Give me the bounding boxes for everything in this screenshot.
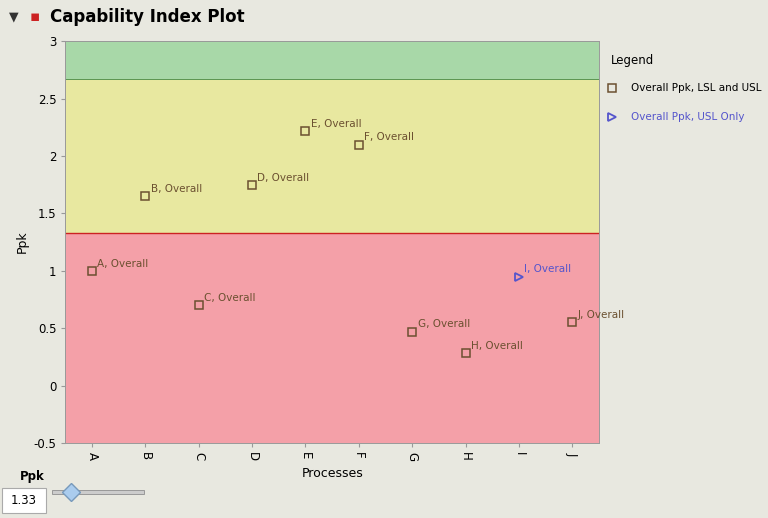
Bar — [65, 79, 599, 233]
Y-axis label: Ppk: Ppk — [16, 231, 29, 253]
Text: F, Overall: F, Overall — [364, 133, 414, 142]
Text: E, Overall: E, Overall — [311, 119, 362, 128]
Text: I, Overall: I, Overall — [525, 264, 571, 275]
Text: D, Overall: D, Overall — [257, 172, 310, 182]
X-axis label: Processes: Processes — [301, 467, 363, 480]
Text: C, Overall: C, Overall — [204, 293, 256, 303]
Text: Overall Ppk, USL Only: Overall Ppk, USL Only — [631, 112, 745, 122]
Bar — [65, 41, 599, 79]
Text: J, Overall: J, Overall — [578, 310, 625, 320]
FancyBboxPatch shape — [52, 490, 144, 494]
Text: A, Overall: A, Overall — [98, 258, 148, 268]
Text: ▼: ▼ — [9, 10, 19, 23]
Text: ▪: ▪ — [29, 9, 40, 24]
Text: H, Overall: H, Overall — [471, 341, 523, 351]
Text: B, Overall: B, Overall — [151, 184, 202, 194]
Text: 1.33: 1.33 — [11, 494, 37, 507]
Text: Overall Ppk, LSL and USL: Overall Ppk, LSL and USL — [631, 83, 762, 93]
Text: Ppk: Ppk — [19, 470, 45, 483]
Text: Capability Index Plot: Capability Index Plot — [50, 8, 244, 26]
Text: G, Overall: G, Overall — [418, 319, 470, 329]
Text: Legend: Legend — [611, 54, 654, 67]
FancyBboxPatch shape — [2, 488, 46, 513]
